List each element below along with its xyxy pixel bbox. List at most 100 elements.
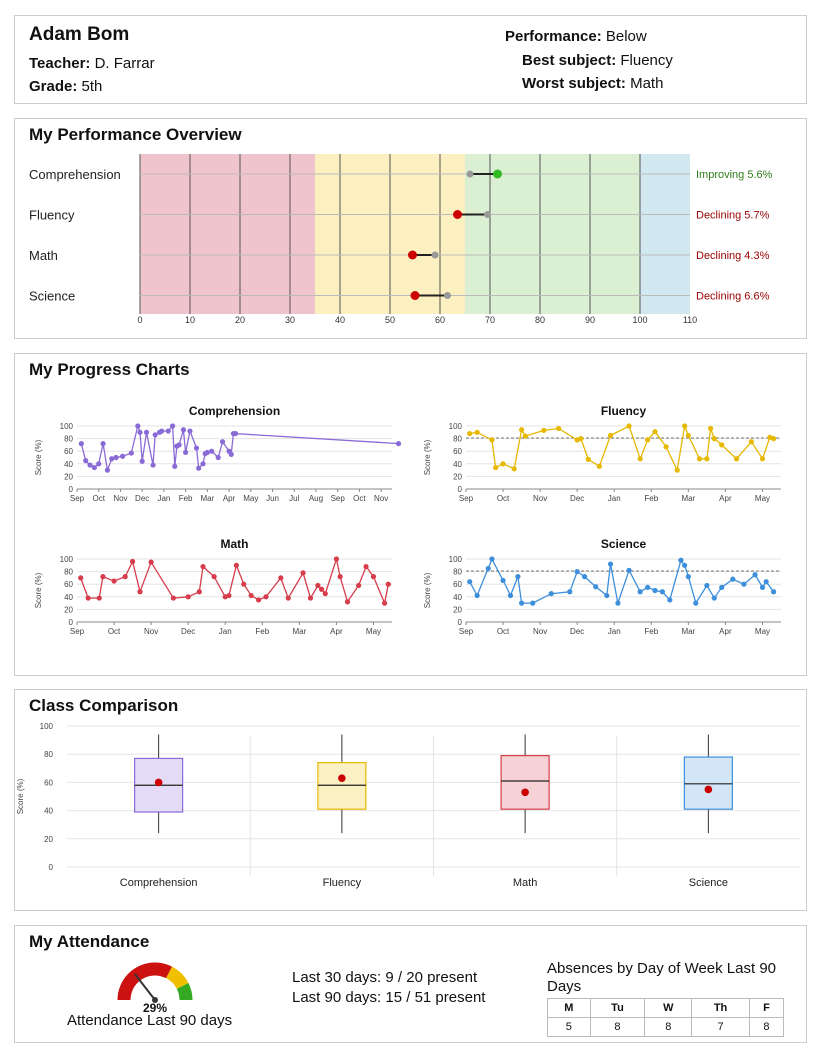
data-point xyxy=(228,451,234,457)
x-tick-label: Apr xyxy=(330,627,343,636)
x-tick-label: Apr xyxy=(719,627,732,636)
x-tick-label: May xyxy=(366,627,381,636)
data-point xyxy=(644,584,651,590)
data-point xyxy=(200,563,206,570)
x-tick-label: Dec xyxy=(570,627,584,636)
data-point xyxy=(180,427,187,433)
progress-chart-science: Science 0 20 40 60 80 100 Sep Oct Nov Dec Jan Feb Mar… xyxy=(423,537,781,636)
data-point xyxy=(581,574,588,580)
data-point xyxy=(356,582,362,589)
x-tick-label: Oct xyxy=(353,494,366,503)
data-point xyxy=(556,425,562,432)
chart-title: Comprehension xyxy=(189,404,280,418)
overview-band xyxy=(465,154,640,314)
overview-axis-tick: 100 xyxy=(632,315,647,325)
overview-chart: 0 10 20 30 40 50 60 70 80 90 100 110 Comprehension Im… xyxy=(29,154,773,325)
y-tick-label: 100 xyxy=(60,422,74,431)
student-header-card: Adam Bom Teacher: D. Farrar Grade: 5th P… xyxy=(14,15,807,104)
data-point xyxy=(574,569,580,575)
data-point xyxy=(135,423,141,429)
x-tick-label: Sep xyxy=(70,494,85,503)
data-point xyxy=(300,570,306,576)
data-point xyxy=(143,429,150,435)
subject-label: Comprehension xyxy=(29,167,121,182)
data-point xyxy=(752,572,758,578)
data-point xyxy=(763,579,769,585)
teacher-row: Teacher: D. Farrar xyxy=(29,55,155,72)
x-tick-label: Nov xyxy=(374,494,388,503)
data-point xyxy=(128,450,134,456)
worst-subject-value: Math xyxy=(630,75,664,92)
data-point xyxy=(704,582,710,589)
y-tick-label: 20 xyxy=(64,605,73,614)
data-point xyxy=(219,439,226,445)
data-point xyxy=(733,456,740,462)
data-point xyxy=(637,456,643,462)
data-point xyxy=(255,597,262,603)
data-point xyxy=(148,559,154,565)
y-tick-label: 40 xyxy=(44,807,53,816)
category-label: Math xyxy=(513,877,537,889)
chart-title: Science xyxy=(601,537,647,551)
data-point xyxy=(719,584,725,590)
y-tick-label: 40 xyxy=(453,460,462,469)
gauge-segment xyxy=(176,982,193,1000)
grade-label: Grade: xyxy=(29,78,78,95)
student-score-dot xyxy=(338,774,346,782)
absence-days-row: M Tu W Th F xyxy=(547,998,785,1018)
performance-value: Below xyxy=(605,28,647,45)
data-point xyxy=(489,437,495,443)
y-tick-label: 60 xyxy=(44,778,53,787)
y-tick-label: 40 xyxy=(453,593,462,602)
progress-charts: Comprehension 0 20 40 60 80 100 Sep Oct Nov Dec Jan… xyxy=(34,404,781,636)
x-tick-label: Oct xyxy=(108,627,121,636)
data-point xyxy=(637,589,643,595)
day-label: M xyxy=(547,998,591,1018)
data-point xyxy=(485,565,491,572)
series-line xyxy=(80,423,399,473)
y-axis-label: Score (%) xyxy=(423,572,432,608)
day-label: F xyxy=(748,998,785,1018)
x-tick-label: Jul xyxy=(289,494,299,503)
day-label: Th xyxy=(691,998,750,1018)
data-point xyxy=(139,458,145,464)
data-point xyxy=(363,563,369,570)
absence-count-row: 5 8 8 7 8 xyxy=(547,1017,785,1037)
x-tick-label: May xyxy=(755,494,770,503)
data-point xyxy=(474,429,480,435)
gauge-needle xyxy=(133,973,156,1001)
y-tick-label: 0 xyxy=(69,485,74,494)
x-tick-label: Feb xyxy=(255,627,269,636)
overview-axis-tick: 10 xyxy=(185,315,195,325)
data-point xyxy=(78,441,84,447)
data-point xyxy=(748,439,754,445)
data-point xyxy=(209,448,215,454)
x-tick-label: Mar xyxy=(681,627,695,636)
data-point xyxy=(344,599,351,605)
y-axis-label: Score (%) xyxy=(423,439,432,475)
data-point xyxy=(741,581,747,587)
x-tick-label: Nov xyxy=(144,627,158,636)
data-point xyxy=(626,423,632,429)
data-point xyxy=(644,437,651,443)
data-point xyxy=(211,574,217,580)
data-point xyxy=(652,587,658,594)
data-point xyxy=(381,600,388,606)
data-point xyxy=(333,556,340,562)
data-point xyxy=(652,429,658,435)
attendance-gauge-caption: Attendance Last 90 days xyxy=(67,1012,233,1029)
data-point xyxy=(682,562,688,568)
data-point xyxy=(511,466,517,472)
x-tick-label: Jan xyxy=(608,627,621,636)
data-point xyxy=(467,579,473,585)
x-tick-label: Jan xyxy=(219,627,232,636)
data-point xyxy=(137,429,143,435)
data-point xyxy=(759,584,766,590)
student-name: Adam Bom xyxy=(29,24,130,45)
subject-label: Science xyxy=(29,289,75,304)
dow-title: Absences by Day of Week Last 90 Days xyxy=(547,960,777,995)
data-point xyxy=(241,581,247,587)
data-point xyxy=(318,586,325,592)
overview-axis-tick: 0 xyxy=(137,315,142,325)
data-point xyxy=(507,592,514,599)
